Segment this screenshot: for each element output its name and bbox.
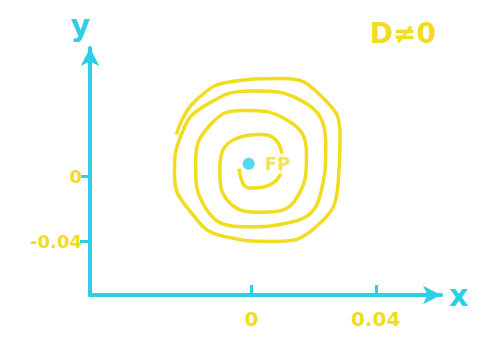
svg-text:-0.04: -0.04 xyxy=(30,231,82,252)
svg-text:0: 0 xyxy=(245,307,259,331)
svg-text:0.04: 0.04 xyxy=(351,307,400,331)
svg-text:x: x xyxy=(449,278,468,313)
svg-text:0: 0 xyxy=(69,166,82,187)
svg-text:D≠0: D≠0 xyxy=(370,17,436,50)
svg-text:y: y xyxy=(70,8,90,43)
svg-text:FP: FP xyxy=(265,153,291,174)
